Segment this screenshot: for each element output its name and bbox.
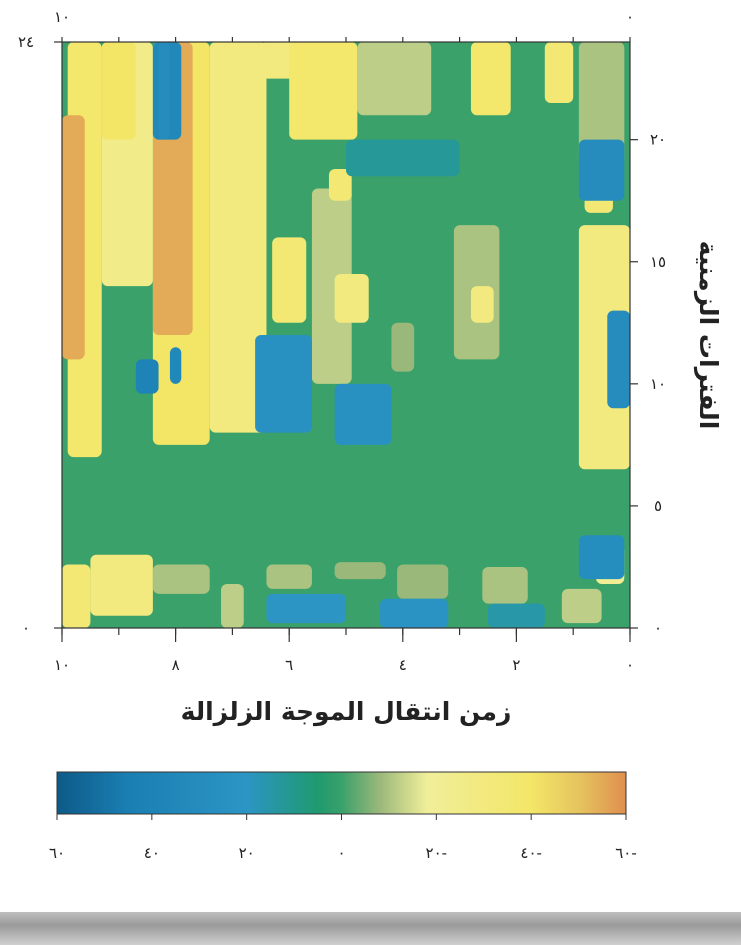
heatmap-cell (266, 593, 346, 624)
colorbar-tick-label: ٦٠- (615, 844, 637, 862)
heatmap-cell (470, 42, 511, 116)
heatmap-cells (62, 42, 630, 628)
heatmap-cell (272, 237, 307, 323)
heatmap-cell (62, 564, 91, 628)
heatmap-cell (482, 566, 528, 604)
top-x-tick-label: ١٠ (54, 8, 70, 26)
heatmap-cell (346, 139, 460, 177)
x-tick-label: ١٠ (54, 656, 70, 674)
y-tick-label-right: ٥ (654, 497, 662, 515)
x-axis-label: زمن انتقال الموجة الزلزالة (181, 697, 512, 727)
heatmap-cell (391, 322, 415, 372)
colorbar-ticks: ٦٠ ٤٠ ٢٠ ٠ ٢٠- ٤٠- ٦٠- (49, 814, 637, 862)
heatmap-cell (397, 564, 449, 599)
heatmap-cell (470, 286, 494, 323)
heatmap-cell (62, 115, 85, 360)
colorbar-tick-label: ٦٠ (49, 844, 65, 862)
heatmap-cell (101, 42, 136, 140)
heatmap-cell (607, 310, 630, 409)
heatmap-cell (289, 42, 358, 140)
heatmap-cell (152, 564, 210, 594)
colorbar-tick-label: ٤٠- (520, 844, 542, 862)
colorbar: ٦٠ ٤٠ ٢٠ ٠ ٢٠- ٤٠- ٦٠- (49, 771, 637, 862)
colorbar-tick-label: ٢٠- (426, 844, 448, 862)
x-tick-label: ٠ (626, 656, 634, 674)
y-tick-label-left: ٢٤ (18, 33, 34, 51)
heatmap-cell (135, 359, 159, 394)
x-tick-label: ٦ (285, 656, 293, 674)
heatmap-cell (158, 42, 170, 140)
heatmap-cell (311, 188, 352, 384)
heatmap-cell (334, 562, 386, 580)
x-tick-label: ٨ (172, 656, 180, 674)
heatmap-cell (561, 588, 602, 624)
y-tick-label-right: ١٥ (650, 253, 666, 271)
heatmap-cell (578, 535, 625, 580)
y-tick-label-right: ٠ (654, 619, 662, 637)
heatmap-cell (209, 42, 267, 433)
colorbar-tick-label: ٤٠ (144, 844, 160, 862)
heatmap-cell (328, 168, 352, 201)
x-tick-label: ٤ (399, 656, 407, 674)
colorbar-gradient (56, 771, 627, 815)
heatmap-cell (169, 347, 182, 384)
heatmap-cell (266, 564, 312, 589)
heatmap-cell (334, 273, 369, 323)
page-bottom-edge (0, 912, 741, 945)
top-x-tick-label: ٠ (626, 8, 634, 26)
heatmap-cell (488, 603, 545, 628)
heatmap-cell (221, 584, 244, 628)
x-tick-label: ٢ (512, 656, 520, 674)
axis-ticks (54, 37, 638, 642)
heatmap-cell (578, 42, 625, 165)
y-axis-label: الفترات الزمنية (693, 241, 723, 430)
heatmap-cell (255, 335, 312, 433)
heatmap-cell (544, 42, 574, 104)
colorbar-tick-label: ٠ (337, 844, 345, 862)
y-tick-label-right: ١٠ (650, 375, 666, 393)
y-tick-label-left: ٠ (22, 619, 30, 637)
heatmap-cell (334, 383, 392, 445)
y-tick-label-right: ٢٠ (650, 131, 666, 149)
heatmap-cell (380, 598, 449, 628)
heatmap-cell (90, 554, 153, 616)
colorbar-tick-label: ٢٠ (239, 844, 255, 862)
heatmap-cell (578, 139, 625, 201)
heatmap-cell (357, 42, 432, 116)
